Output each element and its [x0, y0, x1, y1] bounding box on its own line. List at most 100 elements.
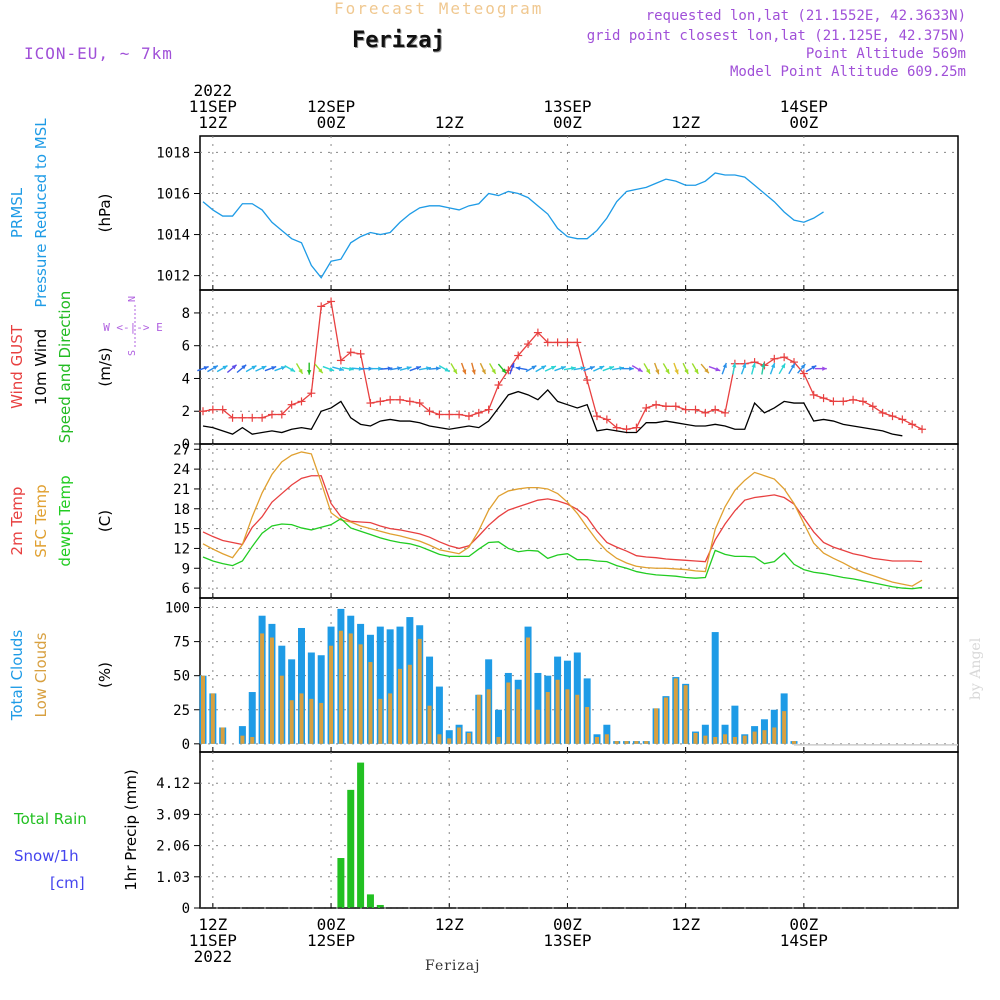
wind-arrow-head	[684, 369, 689, 375]
y-tick-label: 15	[173, 522, 190, 538]
bottom-tick-label: 14SEP	[780, 931, 828, 950]
bottom-tick-label: 13SEP	[543, 931, 591, 950]
model-label: ICON-EU, ~ 7km	[24, 44, 173, 63]
gust-marker	[918, 425, 927, 434]
bar-2	[732, 737, 737, 744]
panel-clouds: 0 25 50 75 100 Total Clouds Low Clouds (%)	[8, 597, 959, 753]
top-tick-label: 12Z	[435, 113, 464, 132]
bar-2	[368, 662, 373, 744]
bar-2	[269, 637, 274, 744]
top-tick-label: 14SEP	[780, 97, 828, 116]
y-tick-label: 0	[182, 737, 190, 753]
gust-marker	[494, 381, 503, 390]
bar-2	[407, 664, 412, 744]
wind-arrow-head	[629, 366, 634, 371]
wind-direction-arrow	[450, 363, 458, 375]
bottom-tick-label: 12Z	[435, 915, 464, 934]
wind-direction-arrow	[460, 362, 467, 375]
y-tick-label: 9	[182, 561, 190, 577]
y-tick-label: 12	[173, 541, 190, 557]
bar-2	[457, 727, 462, 744]
wind-arrow-head	[715, 367, 721, 372]
bar-2	[348, 633, 353, 744]
bar-2	[378, 698, 383, 744]
y-axis-label: (m/s)	[96, 347, 114, 386]
gust-marker	[691, 405, 700, 414]
wind-arrow-head	[481, 369, 486, 375]
wind-direction-arrow	[207, 365, 219, 373]
location-title: Ferizaj	[352, 28, 445, 53]
wind-arrow-head	[444, 367, 450, 372]
gust-marker	[524, 340, 533, 349]
wind-direction-arrow	[583, 365, 595, 372]
wind-arrow-head	[261, 366, 267, 370]
bar-2	[299, 693, 304, 744]
bar-2	[358, 644, 363, 744]
bar-2	[279, 675, 284, 744]
top-tick-label: 00Z	[789, 113, 818, 132]
bar-2	[526, 637, 531, 744]
wind-direction-arrow	[814, 366, 827, 371]
bar-2	[210, 693, 215, 744]
wind-arrow-head	[800, 364, 806, 369]
wind-arrow-head	[781, 363, 786, 369]
wind-arrow-head	[515, 366, 521, 371]
series-line-1	[202, 475, 923, 563]
gust-marker	[849, 395, 858, 404]
wind-arrow-head	[435, 366, 441, 371]
wind-direction-arrow	[438, 365, 450, 373]
panel-temperature: 6 9 12 15 18 21 24 27 2m Temp SFC Temp dewpt Temp (…	[8, 442, 959, 599]
wind-arrow-head	[619, 366, 624, 371]
bar-2	[683, 685, 688, 744]
wind-direction-arrow	[226, 364, 238, 374]
y-tick-label: 4.12	[156, 776, 190, 792]
wind-arrow-head	[416, 366, 422, 371]
gust-marker	[543, 338, 552, 347]
gust-marker	[307, 389, 316, 398]
bar-2	[516, 689, 521, 744]
bottom-tick-label: 12Z	[198, 915, 227, 934]
gust-marker	[563, 338, 572, 347]
series-line-2	[202, 388, 903, 437]
gust-marker	[425, 407, 434, 416]
bottom-tick-label: 12SEP	[307, 931, 355, 950]
gust-marker	[593, 412, 601, 421]
panel-title-line: 10m Wind	[32, 329, 50, 405]
y-tick-label: 6	[182, 339, 190, 355]
wind-direction-arrow	[216, 365, 228, 373]
bar-2	[496, 737, 501, 744]
wind-direction-arrow	[497, 363, 507, 374]
wind-arrow-head	[339, 366, 344, 372]
bar-1	[317, 655, 325, 744]
y-tick-label: 1.03	[156, 870, 190, 886]
requested-lonlat: requested lon,lat (21.1552E, 42.3633N)	[645, 8, 966, 24]
bar-2	[565, 689, 570, 744]
wind-arrow-head	[471, 369, 476, 375]
panel-wind: 0 2 4 6 8 Wind GUST 10m Wind Speed and Directio…	[8, 289, 959, 453]
bar-1	[426, 656, 434, 744]
bar-2	[792, 741, 796, 744]
gust-marker	[721, 408, 730, 417]
gust-marker	[238, 413, 247, 422]
wind-arrow-head	[307, 370, 312, 375]
wind-arrow-head	[212, 365, 218, 370]
gust-marker	[839, 397, 848, 406]
wind-direction-arrow	[554, 365, 567, 372]
wind-arrow-head	[674, 369, 679, 375]
wind-arrow-head	[580, 366, 586, 371]
wind-direction-arrow	[525, 365, 537, 373]
wind-direction-arrow	[341, 366, 354, 372]
wind-arrow-head	[298, 368, 303, 374]
wind-arrow-head	[510, 363, 515, 368]
bar-2	[713, 737, 718, 744]
panel-title: 2m Temp SFC Temp dewpt Temp	[8, 475, 74, 566]
bar-1	[357, 762, 365, 908]
bar-2	[752, 731, 757, 744]
bar-2	[535, 709, 540, 744]
wind-arrow-head	[570, 366, 576, 371]
wind-arrow-head	[426, 366, 431, 371]
footer-location: Ferizaj	[425, 958, 481, 974]
wind-direction-arrow	[643, 363, 651, 375]
y-tick-label: 6	[182, 581, 190, 597]
